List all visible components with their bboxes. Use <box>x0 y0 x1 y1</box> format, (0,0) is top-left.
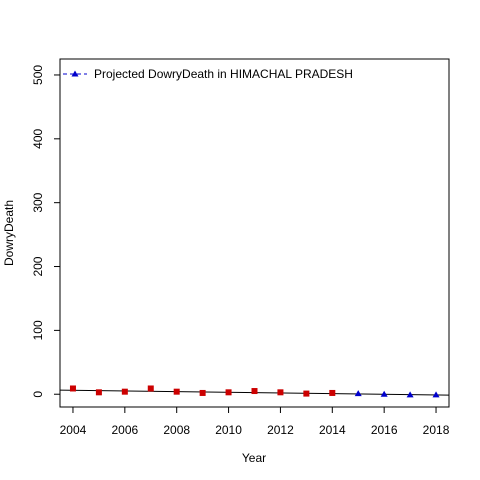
observed-point <box>251 388 258 395</box>
observed-point <box>147 385 154 392</box>
x-tick-label: 2006 <box>111 423 138 437</box>
observed-point <box>277 389 284 396</box>
x-tick-label: 2004 <box>60 423 87 437</box>
y-tick-label: 400 <box>31 128 45 148</box>
x-tick-label: 2016 <box>371 423 398 437</box>
projected-point <box>432 391 440 398</box>
observed-point <box>199 389 206 396</box>
x-axis-label: Year <box>242 451 266 465</box>
x-tick-label: 2014 <box>319 423 346 437</box>
legend-label: Projected DowryDeath in HIMACHAL PRADESH <box>94 67 353 81</box>
data-points <box>69 385 440 398</box>
observed-point <box>225 389 232 396</box>
y-axis: 0 100 200 300 400 500 <box>31 65 60 398</box>
observed-point <box>329 389 336 396</box>
plot-frame <box>59 58 450 408</box>
legend-triangle-marker <box>71 70 79 77</box>
observed-point <box>95 389 102 396</box>
observed-point <box>69 385 76 392</box>
x-tick-label: 2008 <box>163 423 190 437</box>
legend: Projected DowryDeath in HIMACHAL PRADESH <box>63 67 353 81</box>
y-tick-label: 300 <box>31 192 45 212</box>
x-tick-label: 2010 <box>215 423 242 437</box>
projected-point <box>406 391 414 398</box>
y-tick-label: 0 <box>31 391 45 398</box>
projected-point <box>354 390 362 397</box>
x-tick-label: 2012 <box>267 423 294 437</box>
observed-point <box>121 388 128 395</box>
x-axis: 2004 2006 2008 2010 2012 2014 2016 2018 <box>60 407 450 437</box>
projected-point <box>380 390 388 397</box>
observed-point <box>173 388 180 395</box>
y-tick-label: 100 <box>31 320 45 340</box>
y-tick-label: 200 <box>31 256 45 276</box>
y-axis-label: DowryDeath <box>2 200 16 266</box>
y-tick-label: 500 <box>31 65 45 85</box>
x-tick-label: 2018 <box>423 423 450 437</box>
observed-point <box>303 390 310 397</box>
